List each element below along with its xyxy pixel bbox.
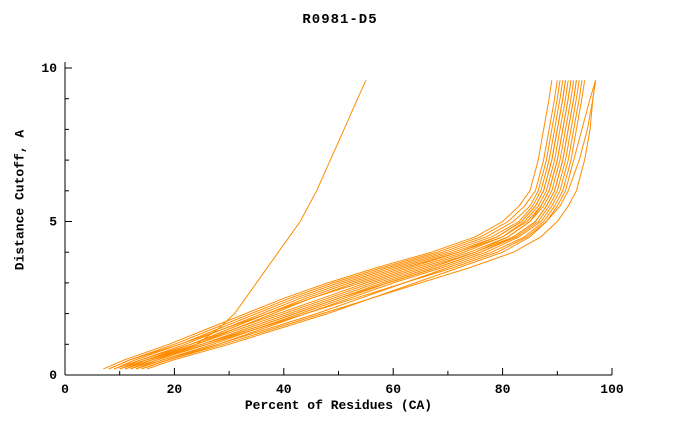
model-curve-model-15 — [135, 80, 586, 370]
y-axis-label: Distance Cutoff, A — [12, 129, 28, 271]
model-curve-model-04 — [125, 80, 566, 370]
model-curve-model-18 — [141, 80, 597, 370]
model-curve-model-14 — [130, 80, 577, 370]
model-curve-model-17 — [125, 80, 597, 370]
x-tick-label: 100 — [600, 382, 624, 397]
model-curve-model-12 — [108, 80, 566, 370]
model-curve-model-01 — [108, 80, 558, 370]
y-tick-label: 10 — [41, 61, 57, 76]
model-curve-model-11 — [103, 80, 553, 370]
x-tick-label: 20 — [167, 382, 183, 397]
model-curve-model-outlier — [135, 80, 367, 370]
y-tick-label: 5 — [49, 215, 57, 230]
chart-title: R0981-D5 — [302, 12, 378, 28]
model-curve-model-02 — [114, 80, 561, 370]
model-curve-model-13 — [119, 80, 572, 370]
x-tick-label: 40 — [276, 382, 292, 397]
model-curve-model-07 — [119, 80, 575, 370]
model-curve-model-10 — [141, 80, 583, 370]
x-tick-label: 80 — [495, 382, 511, 397]
x-tick-label: 60 — [385, 382, 401, 397]
model-curve-model-16 — [146, 80, 597, 370]
x-axis-label: Percent of Residues (CA) — [244, 398, 433, 413]
y-tick-label: 0 — [49, 368, 57, 383]
x-tick-label: 0 — [61, 382, 69, 397]
